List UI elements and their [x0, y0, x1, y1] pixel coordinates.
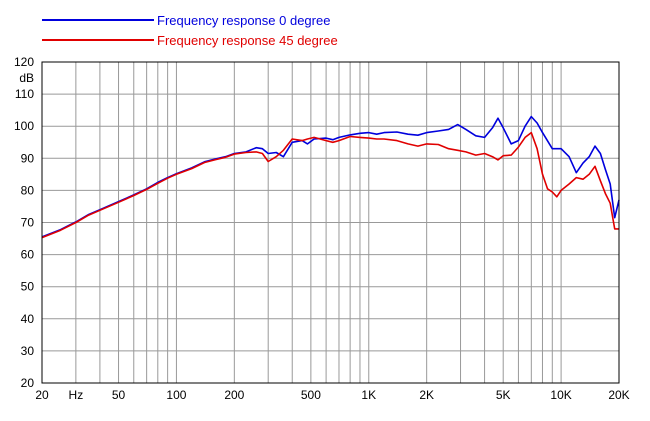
x-tick-label: 200: [224, 388, 244, 402]
y-tick-label: 90: [21, 151, 35, 165]
x-tick-label: 5K: [496, 388, 511, 402]
series-group: [41, 115, 620, 239]
y-tick-label: 120: [14, 55, 34, 69]
plot-frame: [41, 61, 620, 384]
x-tick-label: 2K: [419, 388, 434, 402]
y-tick-label: 100: [14, 119, 34, 133]
y-tick-label: 70: [21, 216, 35, 230]
legend-label: Frequency response 0 degree: [157, 13, 330, 28]
legend: Frequency response 0 degree Frequency res…: [42, 13, 338, 48]
x-unit-label: Hz: [69, 388, 84, 402]
y-tick-label: 110: [15, 87, 34, 101]
x-tick-label: 20K: [608, 388, 629, 402]
y-tick-label: 80: [21, 183, 35, 197]
x-tick-label: 10K: [550, 388, 571, 402]
y-tick-label: 20: [21, 376, 35, 390]
x-tick-label: 50: [112, 388, 126, 402]
y-tick-label: 50: [21, 280, 35, 294]
y-tick-label: 30: [21, 344, 35, 358]
x-tick-label: 100: [166, 388, 186, 402]
x-tick-label: 500: [301, 388, 321, 402]
x-tick-label: 20: [35, 388, 49, 402]
series-line-45-degree: [41, 131, 619, 239]
y-tick-label: 60: [21, 248, 35, 262]
y-unit-label: dB: [19, 71, 34, 85]
y-tick-label: 40: [21, 312, 35, 326]
axis-ticks: 120 110 100 90 80 70 60 50 40 30 20 dB 20 50 100 200 500…: [14, 55, 630, 402]
legend-label: Frequency response 45 degree: [157, 33, 338, 48]
grid: [42, 62, 619, 383]
x-tick-label: 1K: [361, 388, 376, 402]
